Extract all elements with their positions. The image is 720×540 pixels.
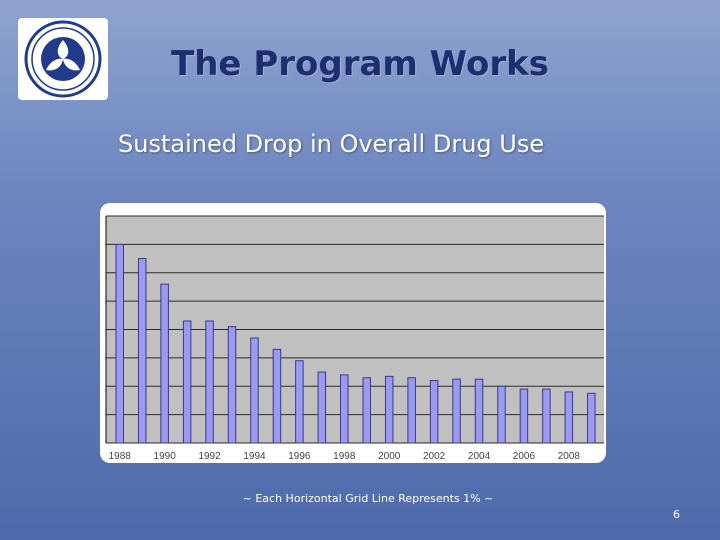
slide-title: The Program Works (171, 44, 549, 84)
gridline-footnote: ~ Each Horizontal Grid Line Represents 1… (242, 492, 494, 505)
bar-2004 (474, 378, 484, 444)
x-tick-label: 2002 (423, 451, 446, 462)
x-tick-label: 1988 (109, 451, 132, 462)
x-tick-label: 2006 (513, 451, 536, 462)
x-tick-label: 1992 (198, 451, 221, 462)
bar-2003 (452, 378, 461, 444)
bar-1989 (137, 258, 147, 444)
bar-1993 (227, 326, 237, 444)
page-number: 6 (673, 508, 680, 521)
x-tick-label: 1996 (288, 451, 311, 462)
x-tick-label: 2000 (378, 451, 401, 462)
dot-logo (18, 18, 108, 100)
bar-1991 (182, 320, 192, 444)
bar-1998 (340, 374, 349, 444)
x-tick-label: 1990 (154, 451, 177, 462)
bar-1997 (317, 371, 327, 444)
x-tick-label: 1998 (333, 451, 356, 462)
bar-1994 (250, 337, 259, 444)
bar-2002 (429, 380, 439, 444)
bar-1996 (295, 360, 304, 444)
bar-2009 (587, 392, 596, 444)
x-tick-label: 2004 (468, 451, 491, 462)
dot-seal-icon (24, 20, 102, 98)
bar-1999 (362, 377, 371, 444)
x-tick-label: 1994 (243, 451, 266, 462)
x-tick-label: 2008 (558, 451, 581, 462)
bar-2006 (519, 388, 529, 444)
bar-2007 (542, 388, 551, 444)
bar-chart: 1988 1990 1992 1994 1996 1998 2000 2002 2004 2006… (100, 203, 606, 463)
bar-1995 (272, 348, 282, 444)
bar-2001 (407, 377, 416, 444)
slide-subtitle: Sustained Drop in Overall Drug Use (118, 130, 545, 158)
bar-1988 (115, 243, 124, 444)
bar-1990 (160, 283, 169, 444)
bar-2000 (384, 375, 394, 444)
bar-2005 (497, 385, 506, 444)
bar-1992 (205, 320, 214, 444)
bar-2008 (564, 391, 574, 444)
